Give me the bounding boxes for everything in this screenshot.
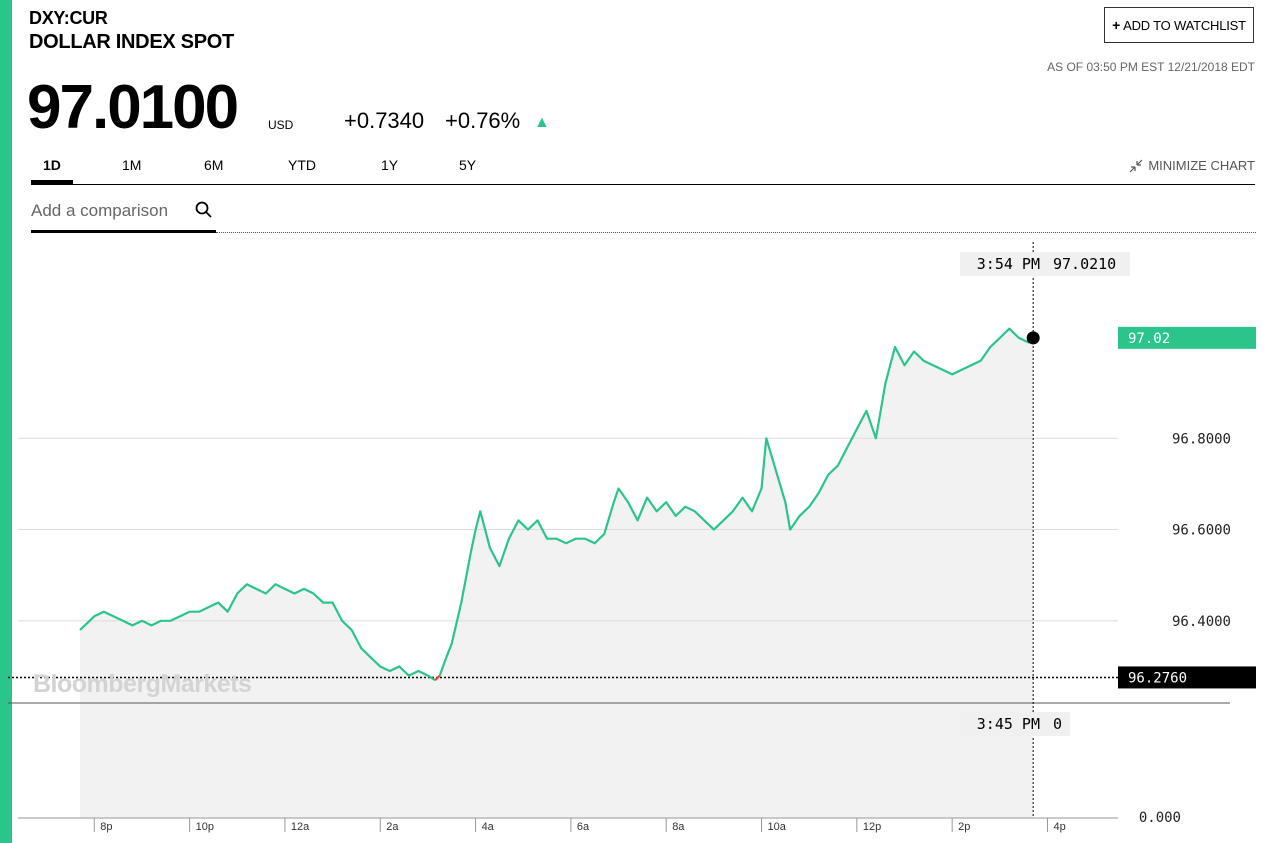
comparison-input[interactable] [31,199,186,223]
percent-change: +0.76% [445,108,521,133]
price-line [434,674,441,681]
last-price-flag-label: 97.02 [1128,331,1170,347]
x-tick-label: 4a [482,821,495,833]
volume-hover-time: 3:45 PM [977,715,1040,733]
last-price-flag [1118,326,1256,349]
timeframe-tabs: 1D 1M 6M YTD 1Y 5Y [31,154,1255,185]
x-tick-label: 2a [386,821,399,833]
x-tick-label: 10p [196,821,214,833]
minimize-chart-button[interactable]: MINIMIZE CHART [1129,158,1255,173]
accent-bar [0,0,12,843]
x-tick-label: 4p [1053,821,1065,833]
comparison-search [31,199,216,233]
hover-point [1026,331,1040,345]
x-tick-label: 2p [958,821,970,833]
hover-tooltip-bg [960,252,1130,276]
as-of-timestamp: AS OF 03:50 PM EST 12/21/2018 EDT [1047,60,1255,74]
add-to-watchlist-button[interactable]: + ADD TO WATCHLIST [1104,7,1254,43]
y-tick-label: 96.4000 [1172,614,1231,630]
volume-hover-value: 0 [1053,715,1062,733]
x-tick-label: 8p [100,821,112,833]
area-fill [80,328,1034,818]
tab-5y[interactable]: 5Y [459,157,477,173]
search-icon[interactable] [194,200,214,220]
x-tick-label: 12a [291,821,310,833]
x-tick-label: 8a [672,821,685,833]
ticker-symbol: DXY:CUR [29,8,108,28]
comparison-divider [216,232,1256,233]
y-tick-label: 96.8000 [1172,431,1231,447]
volume-y-tick-label: 0.000 [1139,810,1181,826]
plus-icon: + [1112,17,1121,33]
minimize-chart-label: MINIMIZE CHART [1148,158,1255,173]
tab-1y[interactable]: 1Y [381,157,399,173]
hover-value: 97.0210 [1053,255,1116,273]
up-triangle-icon: ▲ [534,114,550,131]
tab-1m[interactable]: 1M [122,157,142,173]
hover-time: 3:54 PM [977,255,1040,273]
tab-ytd[interactable]: YTD [288,157,316,173]
price-line [79,583,436,682]
previous-close-flag [1118,666,1256,689]
x-tick-label: 6a [577,821,590,833]
security-name: DOLLAR INDEX SPOT [29,31,234,53]
currency-label: USD [268,118,294,132]
last-price: 97.0100 [27,73,239,142]
tab-1d[interactable]: 1D [43,157,61,173]
volume-tooltip-bg [960,712,1070,736]
y-tick-label: 96.6000 [1172,523,1231,539]
bloomberg-watermark: BloombergMarkets [33,670,252,698]
active-tab-indicator [31,180,73,184]
minimize-icon [1129,159,1143,172]
x-tick-label: 12p [863,821,881,833]
previous-close-label: 96.2760 [1128,670,1187,686]
price-change: +0.7340 [344,108,425,133]
add-to-watchlist-label: ADD TO WATCHLIST [1123,17,1246,33]
x-tick-label: 10a [768,821,787,833]
tab-6m[interactable]: 6M [204,157,224,173]
price-line [438,327,1034,676]
